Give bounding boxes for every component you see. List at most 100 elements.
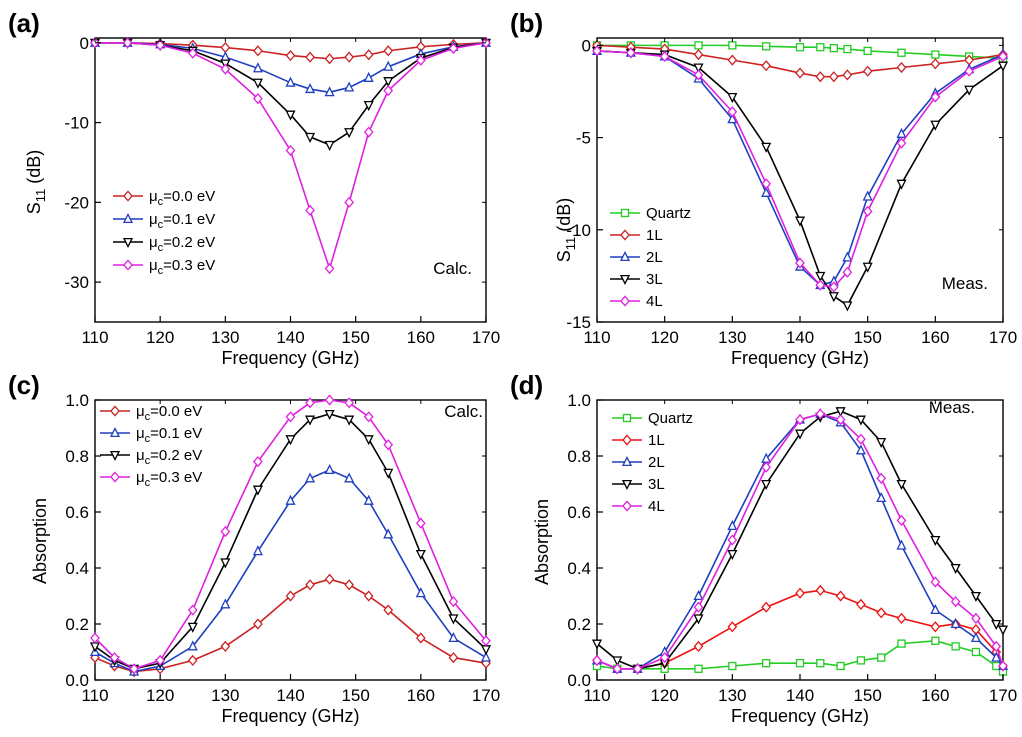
legend-entry: 3L (612, 476, 665, 493)
data-point (448, 652, 459, 664)
data-point (252, 545, 263, 556)
data-point (727, 519, 738, 531)
y-tick-label: 0 (80, 34, 89, 53)
data-point (415, 632, 426, 644)
y-tick-label: 0.4 (65, 559, 89, 578)
data-point (383, 85, 394, 97)
data-point (964, 65, 975, 77)
y-tick-label: -15 (566, 313, 591, 332)
data-point (324, 262, 335, 275)
data-point (856, 598, 866, 610)
x-tick-label: 140 (786, 686, 814, 705)
x-axis-label: Frequency (GHz) (221, 348, 359, 368)
x-tick-label: 160 (407, 328, 435, 347)
data-point (815, 71, 826, 83)
legend-marker (622, 413, 632, 423)
data-point (480, 645, 492, 656)
panel-b: (b) 110 120 130 140 150 160 170 0 -5 -10 -15 Frequen… (510, 8, 1017, 368)
data-point (997, 625, 1009, 636)
data-point (761, 479, 772, 491)
data-point (324, 409, 335, 421)
data-point (835, 407, 846, 418)
data-point (693, 589, 704, 601)
legend-label: μc=0.3 eV (136, 469, 202, 489)
panel-c: (c) 110 120 130 140 150 160 170 0.0 0.2 0.4 0.6 0.8 1… (8, 370, 500, 726)
legend-marker (621, 455, 633, 467)
data-point (632, 663, 643, 675)
legend-marker (110, 471, 120, 483)
legend-entry: 4L (610, 293, 663, 310)
data-point (991, 640, 1002, 652)
series-line (94, 469, 487, 673)
data-point (155, 654, 166, 666)
data-point (285, 411, 296, 423)
series-line (596, 413, 1004, 670)
legend-entry: 1L (610, 227, 663, 244)
legend-entry: μc=0.1 eV (100, 425, 202, 445)
y-tick-label: 0.6 (65, 503, 89, 522)
x-tick-label: 170 (472, 686, 500, 705)
data-point (816, 43, 825, 52)
legend-entry: 2L (612, 454, 665, 471)
data-point (970, 631, 981, 643)
y-tick-label: 0.0 (567, 671, 591, 690)
data-point (659, 50, 670, 63)
x-tick-label: 120 (146, 328, 174, 347)
series-line (596, 413, 1004, 670)
legend-label: 3L (648, 476, 665, 493)
data-point (998, 50, 1008, 63)
data-point (694, 41, 703, 50)
series-line (94, 399, 487, 670)
data-point (383, 60, 394, 71)
data-point (761, 60, 772, 72)
panel-label: (d) (510, 370, 543, 400)
x-tick-label: 110 (583, 686, 610, 705)
data-point (971, 647, 981, 657)
data-point (344, 196, 355, 208)
data-point (285, 494, 296, 505)
data-point (971, 612, 981, 624)
legend-label: Quartz (648, 410, 693, 427)
data-point (363, 411, 374, 423)
data-point (252, 78, 263, 89)
legend-marker (123, 190, 133, 202)
data-point (592, 654, 602, 666)
data-point (285, 49, 296, 62)
data-point (344, 51, 355, 63)
data-point (896, 179, 907, 190)
legend-label: 1L (646, 227, 663, 244)
legend-marker (620, 208, 630, 218)
data-point (862, 205, 873, 217)
data-point (896, 61, 907, 74)
data-point (991, 619, 1002, 631)
data-point (415, 517, 426, 529)
x-axis-label: Frequency (GHz) (221, 706, 359, 726)
series--c-0-3-ev (90, 37, 491, 275)
data-point (109, 652, 120, 664)
data-point (363, 71, 374, 82)
data-point (383, 468, 394, 479)
data-point (795, 587, 805, 599)
legend-entry: 3L (610, 271, 663, 288)
data-point (693, 49, 704, 61)
data-point (876, 491, 887, 503)
data-point (285, 144, 296, 157)
series-3l (591, 46, 1009, 312)
data-point (862, 262, 873, 273)
legend-entry: 2L (610, 249, 663, 266)
legend-entry: μc=0.2 eV (100, 447, 202, 467)
data-point (304, 415, 316, 426)
data-point (90, 632, 100, 644)
data-point (252, 62, 263, 73)
data-point (897, 639, 906, 648)
legend-marker (122, 212, 134, 224)
legend-entry: μc=0.0 eV (100, 403, 202, 423)
data-point (815, 584, 826, 596)
series--c-0-1-ev (89, 463, 492, 676)
legend-entry: μc=0.2 eV (113, 234, 215, 254)
x-tick-label: 170 (472, 328, 500, 347)
data-point (448, 631, 459, 643)
data-point (448, 596, 459, 608)
y-tick-label: 0.8 (65, 447, 89, 466)
